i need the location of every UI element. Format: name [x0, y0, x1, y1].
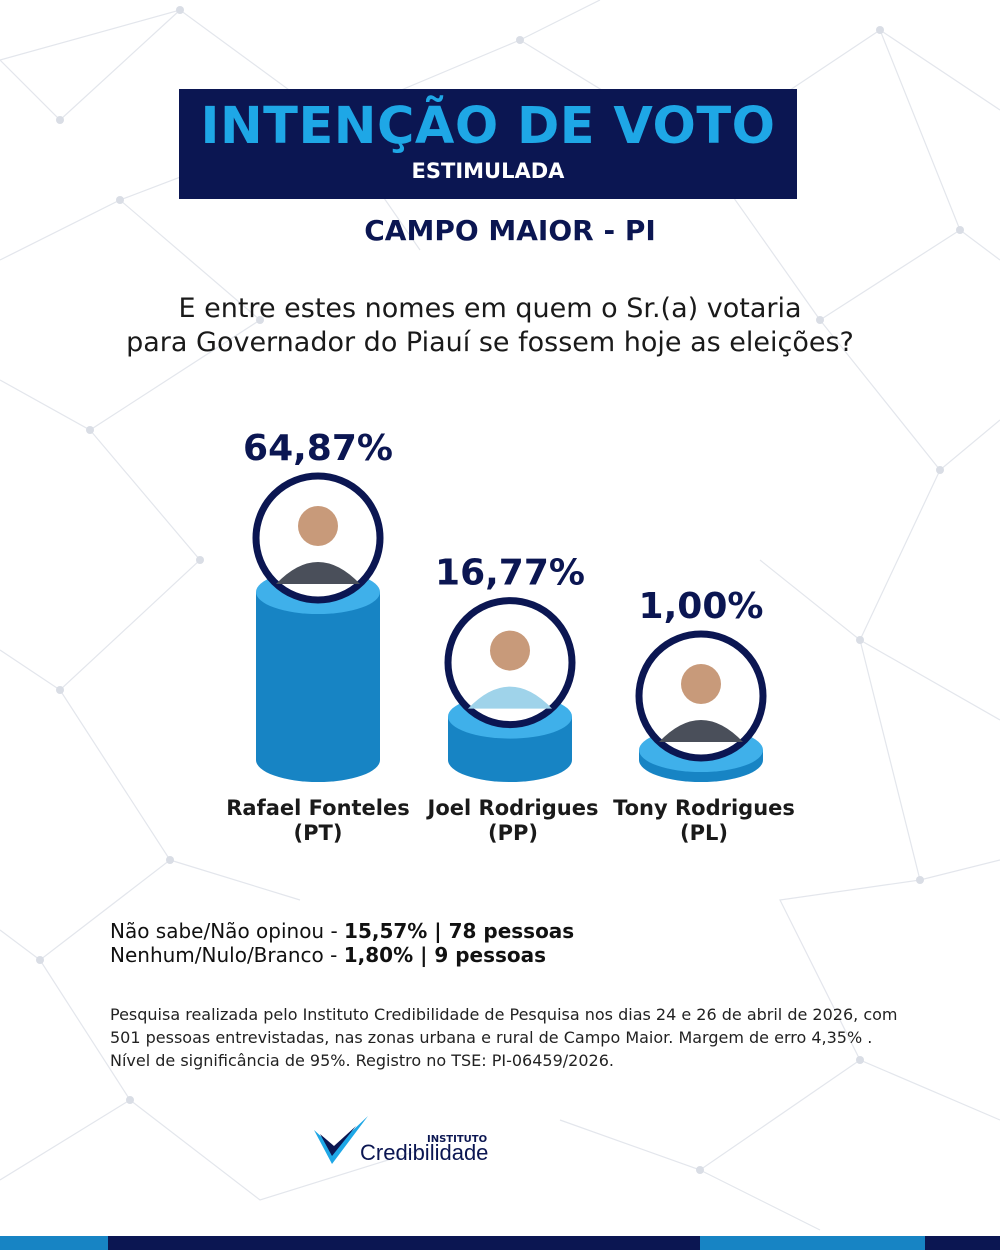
candidate-party: (PT) — [293, 821, 343, 845]
logo-text-small: INSTITUTO — [427, 1134, 488, 1145]
candidate-name: Tony Rodrigues — [613, 796, 795, 820]
summary-value: 1,80% | 9 pessoas — [343, 943, 547, 967]
value-label: 16,77% — [435, 553, 585, 594]
candidate-photo-head — [681, 664, 721, 704]
page-title: INTENÇÃO DE VOTO — [200, 97, 776, 156]
summary-row-none: Nenhum/Nulo/Branco - 1,80% | 9 pessoas — [110, 943, 574, 967]
location-heading: CAMPO MAIOR - PI — [364, 214, 656, 247]
value-label: 1,00% — [639, 586, 764, 627]
bar-cylinder-body — [256, 592, 380, 782]
summary-label: Nenhum/Nulo/Branco - — [110, 943, 344, 967]
summary-row-undecided: Não sabe/Não opinou - 15,57% | 78 pessoa… — [110, 919, 574, 943]
page-subtitle: ESTIMULADA — [411, 159, 565, 183]
candidate-photo-body — [659, 720, 743, 742]
bottom-color-bar — [0, 1236, 1000, 1250]
candidate-photo-body — [468, 686, 552, 709]
candidate-label-3: Tony Rodrigues (PL) — [604, 796, 804, 846]
question-line-1: E entre estes nomes em quem o Sr.(a) vot… — [178, 293, 802, 324]
candidate-photo-head — [490, 630, 530, 671]
checkmark-logo-icon — [314, 1116, 368, 1164]
candidate-photo-body — [276, 562, 360, 584]
methodology-footnote: Pesquisa realizada pelo Instituto Credib… — [110, 1005, 898, 1070]
candidate-name: Joel Rodrigues — [427, 796, 599, 820]
survey-question: E entre estes nomes em quem o Sr.(a) vot… — [60, 292, 920, 360]
candidate-name: Rafael Fonteles — [226, 796, 410, 820]
candidate-party: (PP) — [488, 821, 538, 845]
logo-text-big: Credibilidade — [360, 1140, 489, 1165]
candidate-label-2: Joel Rodrigues (PP) — [413, 796, 613, 846]
candidate-party: (PL) — [680, 821, 728, 845]
candidate-label-1: Rafael Fonteles (PT) — [218, 796, 418, 846]
value-label: 64,87% — [243, 428, 393, 469]
summary-value: 15,57% | 78 pessoas — [344, 919, 575, 943]
summary-label: Não sabe/Não opinou - — [110, 919, 345, 943]
title-banner: INTENÇÃO DE VOTO ESTIMULADA — [179, 89, 797, 199]
instituto-credibilidade-logo: INSTITUTO Credibilidade — [312, 1112, 512, 1172]
candidate-photo-head — [298, 506, 338, 546]
other-answers-summary: Não sabe/Não opinou - 15,57% | 78 pessoa… — [110, 919, 574, 967]
question-line-2: para Governador do Piauí se fossem hoje … — [126, 327, 854, 358]
